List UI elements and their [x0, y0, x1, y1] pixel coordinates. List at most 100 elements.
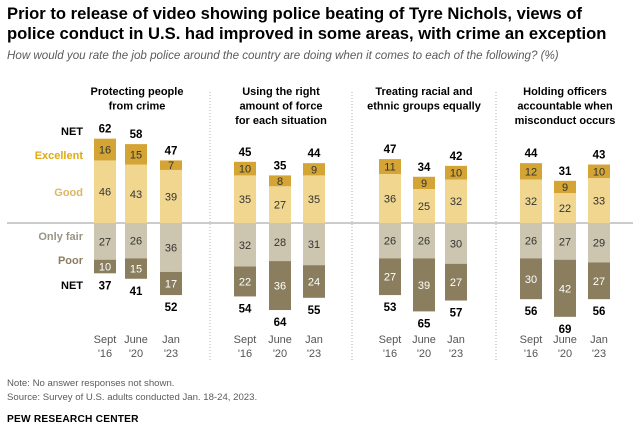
label-net-negative: 64	[274, 317, 287, 329]
label-net-negative: 57	[450, 308, 463, 320]
x-tick-label: '16	[524, 348, 538, 360]
label-poor: 30	[525, 274, 537, 286]
bar-good	[520, 179, 542, 223]
bar-only-fair	[303, 223, 325, 266]
x-tick-label: June	[412, 334, 436, 346]
bar-only-fair	[234, 223, 256, 267]
label-only-fair: 32	[239, 240, 251, 252]
label-net-negative: 53	[384, 302, 397, 314]
bar-excellent	[94, 138, 116, 161]
label-net-negative: 41	[130, 286, 143, 298]
panel-title-line: from crime	[109, 101, 166, 113]
x-tick-label: '23	[449, 348, 463, 360]
label-poor: 36	[274, 281, 286, 293]
label-net-positive: 62	[99, 124, 112, 136]
bar-good	[234, 175, 256, 223]
bar-excellent	[125, 144, 147, 165]
label-only-fair: 31	[308, 239, 320, 251]
label-net-positive: 58	[130, 129, 143, 141]
bar-good	[379, 174, 401, 223]
label-good: 39	[165, 191, 177, 203]
bar-only-fair	[588, 223, 610, 263]
label-net-negative: 65	[418, 318, 431, 330]
panel-title-line: Using the right	[242, 86, 320, 98]
x-tick-label: '23	[592, 348, 606, 360]
label-excellent: 9	[311, 164, 317, 176]
label-net-positive: 44	[525, 148, 538, 160]
label-only-fair: 26	[418, 236, 430, 248]
label-poor: 17	[165, 279, 177, 291]
pew-logo-text: PEW RESEARCH CENTER	[7, 414, 139, 425]
x-tick-label: Jan	[305, 334, 323, 346]
label-only-fair: 27	[559, 236, 571, 248]
label-good: 32	[525, 196, 537, 208]
label-net-negative: 55	[308, 305, 321, 317]
x-tick-label: '16	[383, 348, 397, 360]
label-poor: 24	[308, 276, 320, 288]
bar-poor	[520, 258, 542, 300]
x-tick-label: '20	[129, 348, 143, 360]
x-tick-label: Jan	[447, 334, 465, 346]
bar-poor	[160, 271, 182, 296]
legend-label-excellent: Excellent	[35, 150, 84, 162]
label-net-negative: 56	[525, 306, 538, 318]
bar-only-fair	[160, 223, 182, 272]
bar-poor	[94, 259, 116, 274]
label-poor: 10	[99, 262, 111, 274]
bar-good	[303, 175, 325, 223]
label-net-positive: 47	[384, 144, 397, 156]
label-poor: 15	[130, 264, 142, 276]
label-good: 35	[239, 194, 251, 206]
bar-excellent	[379, 159, 401, 175]
x-tick-label: Sept	[234, 334, 257, 346]
label-excellent: 9	[562, 182, 568, 194]
panel-title-line: Holding officers	[523, 86, 607, 98]
bar-only-fair	[94, 223, 116, 260]
label-good: 43	[130, 189, 142, 201]
panel-title-line: amount of force	[239, 101, 322, 113]
label-only-fair: 29	[593, 238, 605, 250]
bar-good	[94, 160, 116, 223]
bar-poor	[303, 265, 325, 298]
x-tick-label: June	[553, 334, 577, 346]
bar-only-fair	[379, 223, 401, 259]
bar-excellent	[269, 175, 291, 187]
label-net-negative: 37	[99, 280, 112, 292]
label-good: 27	[274, 200, 286, 212]
label-excellent: 10	[239, 164, 251, 176]
bar-only-fair	[269, 223, 291, 262]
label-good: 35	[308, 194, 320, 206]
x-tick-label: '20	[273, 348, 287, 360]
panel-title-line: accountable when	[517, 101, 613, 113]
bar-poor	[234, 266, 256, 297]
panel-title-line: ethnic groups equally	[367, 101, 482, 113]
label-only-fair: 26	[525, 236, 537, 248]
legend-label-only-fair: Only fair	[38, 231, 83, 243]
label-net-positive: 43	[593, 150, 606, 162]
bar-good	[413, 189, 435, 223]
label-net-positive: 45	[239, 147, 252, 159]
label-good: 46	[99, 187, 111, 199]
bar-poor	[588, 262, 610, 300]
x-tick-label: '20	[417, 348, 431, 360]
label-poor: 42	[559, 283, 571, 295]
bar-only-fair	[445, 223, 467, 264]
bar-poor	[269, 261, 291, 311]
panel-title-line: for each situation	[235, 115, 327, 127]
label-excellent: 16	[99, 145, 111, 157]
bar-good	[125, 164, 147, 223]
bar-excellent	[445, 165, 467, 180]
bar-excellent	[520, 163, 542, 180]
x-tick-label: Jan	[590, 334, 608, 346]
label-only-fair: 28	[274, 237, 286, 249]
label-good: 32	[450, 196, 462, 208]
label-good: 25	[418, 201, 430, 213]
bar-excellent	[160, 160, 182, 170]
panel-title-line: Protecting people	[91, 86, 184, 98]
x-tick-label: '23	[307, 348, 321, 360]
label-good: 36	[384, 194, 396, 206]
bar-excellent	[303, 163, 325, 176]
bar-only-fair	[554, 223, 576, 260]
x-tick-label: Sept	[379, 334, 402, 346]
footnote: Note: No answer responses not shown.	[7, 378, 175, 389]
